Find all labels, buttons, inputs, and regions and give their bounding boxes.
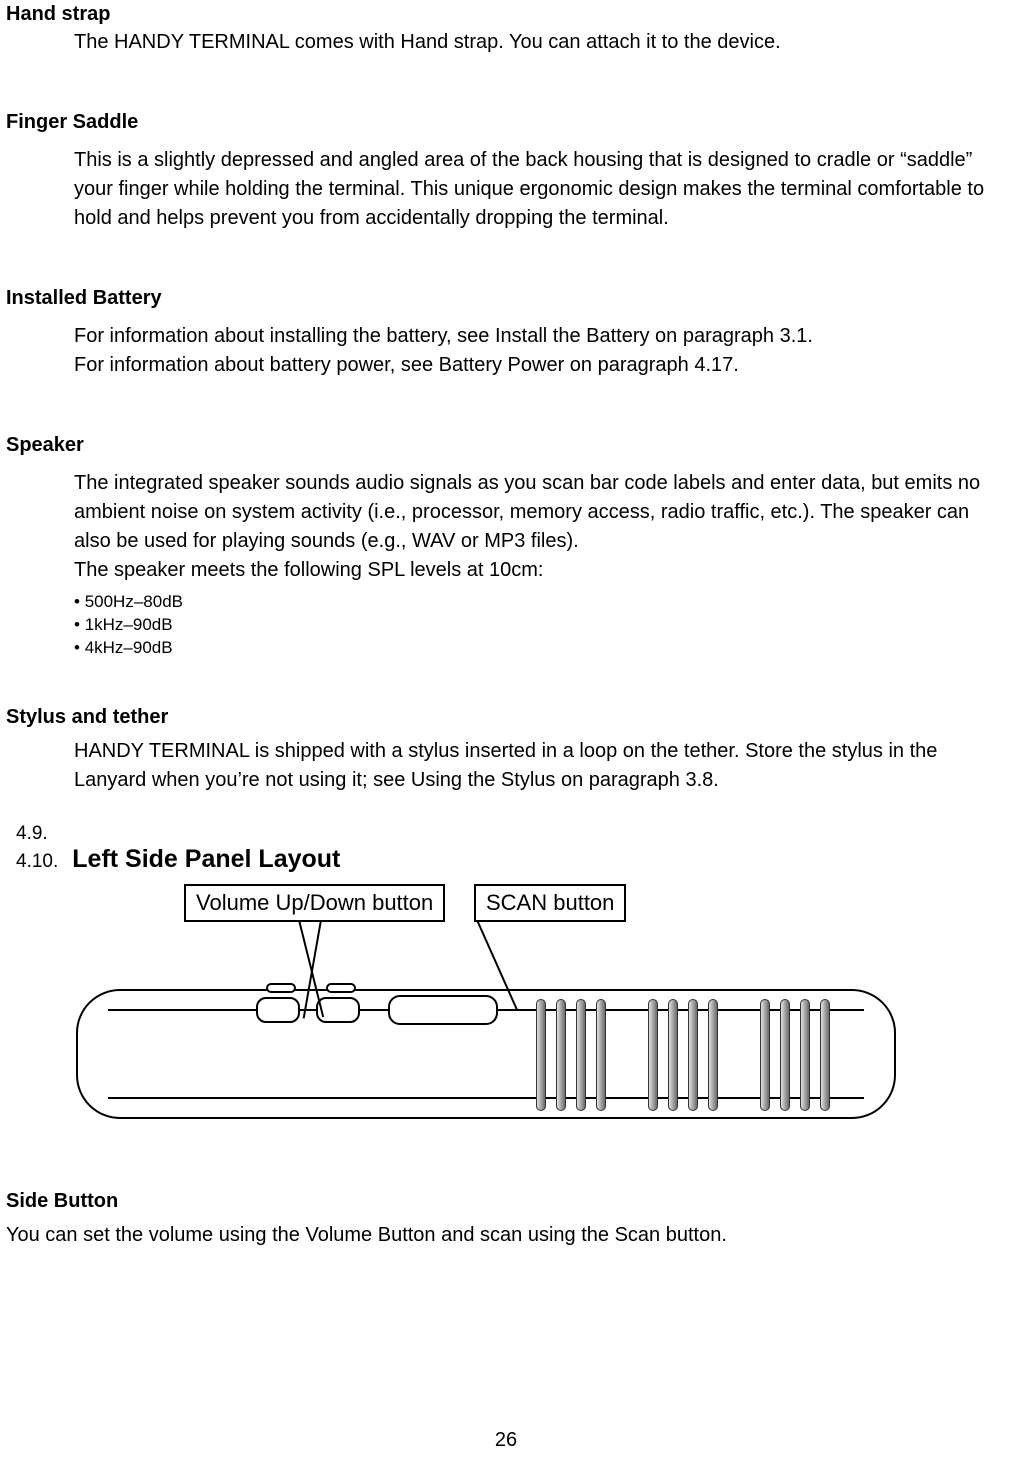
body-speaker-2: The speaker meets the following SPL leve… — [74, 556, 1006, 585]
grip-ridge — [800, 999, 810, 1111]
device-bump — [266, 983, 296, 993]
heading-stylus: Stylus and tether — [6, 706, 1006, 729]
spl-item: 4kHz–90dB — [74, 637, 1006, 660]
grip-ridge — [668, 999, 678, 1111]
grip-ridge — [576, 999, 586, 1111]
page-number: 26 — [0, 1429, 1012, 1452]
section-number-49: 4.9. — [6, 823, 1006, 845]
grip-ridge — [556, 999, 566, 1111]
device-contour-line — [108, 1097, 864, 1099]
heading-hand-strap: Hand strap — [6, 3, 1006, 26]
grip-ridge — [596, 999, 606, 1111]
diagram-label-volume: Volume Up/Down button — [184, 884, 445, 922]
diagram-label-scan: SCAN button — [474, 884, 626, 922]
grip-ridge — [688, 999, 698, 1111]
heading-installed-battery: Installed Battery — [6, 287, 1006, 310]
heading-speaker: Speaker — [6, 434, 1006, 457]
grip-ridge — [536, 999, 546, 1111]
grip-ridge — [760, 999, 770, 1111]
body-speaker-1: The integrated speaker sounds audio sign… — [74, 469, 1006, 556]
grip-ridge — [820, 999, 830, 1111]
grip-ridge — [708, 999, 718, 1111]
left-side-panel-diagram: Volume Up/Down button SCAN button — [76, 884, 896, 1144]
section-title-left-side: Left Side Panel Layout — [72, 845, 340, 874]
spl-item: 1kHz–90dB — [74, 614, 1006, 637]
body-side-button: You can set the volume using the Volume … — [6, 1221, 1006, 1250]
device-outline — [76, 989, 896, 1119]
device-bump — [326, 983, 356, 993]
body-finger-saddle: This is a slightly depressed and angled … — [74, 146, 1006, 233]
grip-ridge — [648, 999, 658, 1111]
grip-ridge — [780, 999, 790, 1111]
document-page: Hand strap The HANDY TERMINAL comes with… — [0, 0, 1012, 1458]
body-hand-strap: The HANDY TERMINAL comes with Hand strap… — [74, 28, 1006, 57]
body-stylus: HANDY TERMINAL is shipped with a stylus … — [74, 737, 1006, 795]
section-row-410: 4.10. Left Side Panel Layout — [6, 845, 1006, 874]
section-number-410: 4.10. — [16, 851, 58, 873]
spl-list: 500Hz–80dB 1kHz–90dB 4kHz–90dB — [74, 591, 1006, 660]
body-installed-battery-2: For information about battery power, see… — [74, 351, 1006, 380]
scan-button-outline — [388, 995, 498, 1025]
heading-finger-saddle: Finger Saddle — [6, 111, 1006, 134]
spl-item: 500Hz–80dB — [74, 591, 1006, 614]
body-installed-battery-1: For information about installing the bat… — [74, 322, 1006, 351]
heading-side-button: Side Button — [6, 1190, 1006, 1213]
volume-button-outline — [256, 997, 300, 1023]
